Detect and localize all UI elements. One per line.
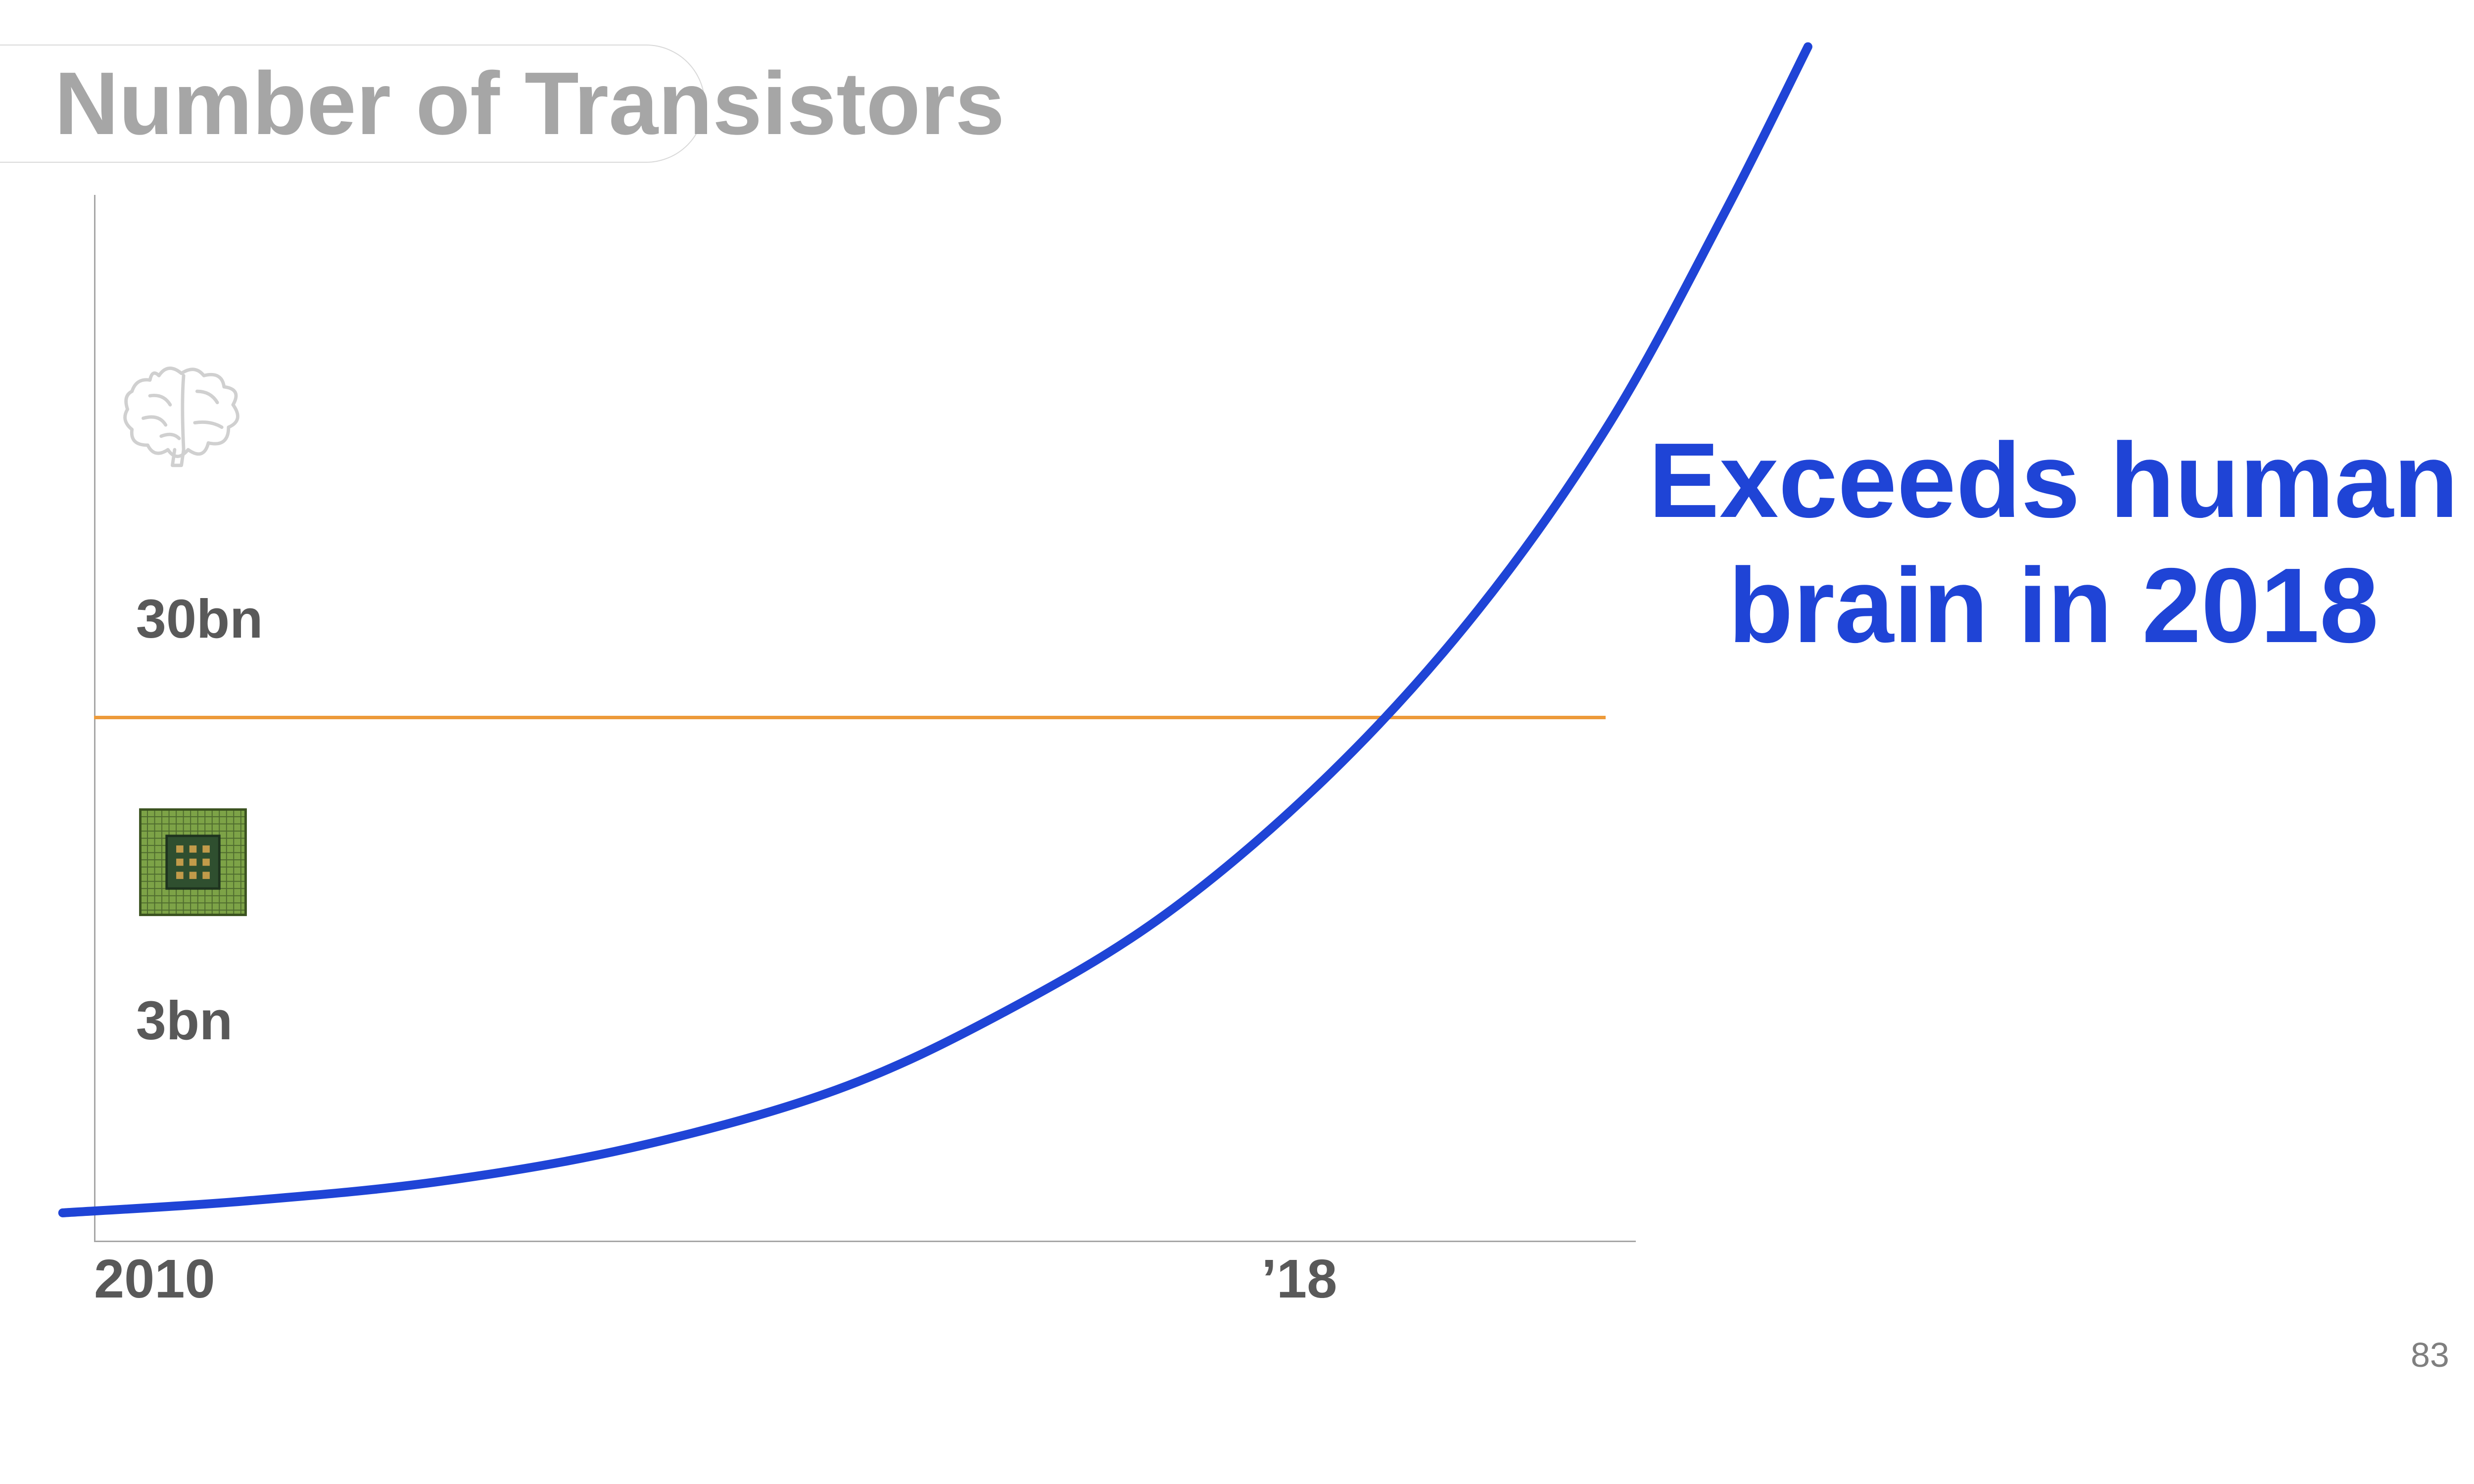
slide-title: Number of Transistors: [54, 52, 1004, 155]
slide: Number of Transistors Exceeds human brai…: [0, 0, 2474, 1391]
callout-text: Exceeds human brain in 2018: [1633, 417, 2474, 668]
page-number: 83: [2411, 1335, 2449, 1375]
growth-curve: [79, 140, 1726, 1312]
transistor-chart: 30bn 3bn: [94, 195, 1591, 1280]
